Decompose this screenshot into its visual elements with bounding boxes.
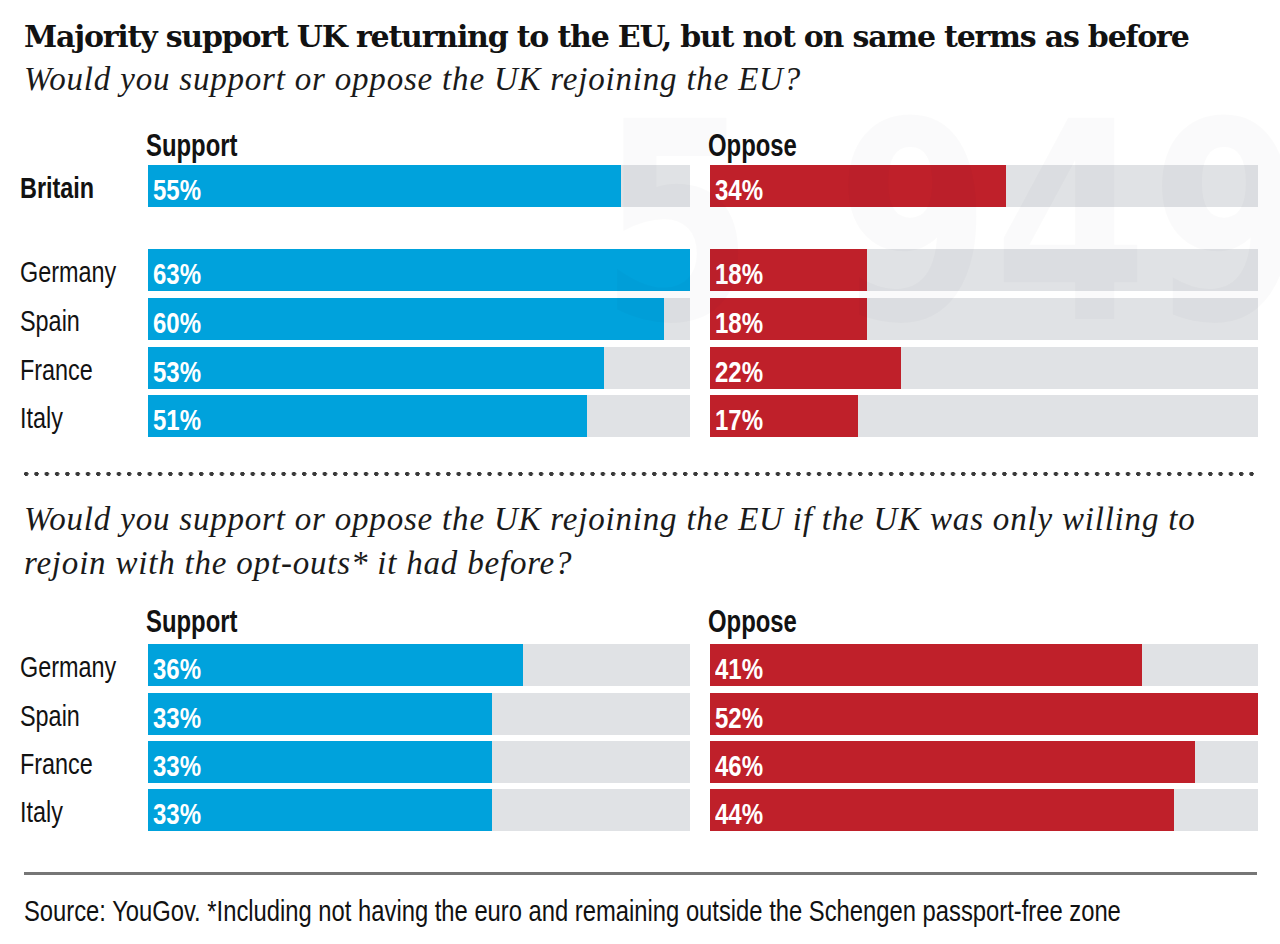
row-label-france: France [20, 741, 93, 783]
support-value-germany: 36% [153, 644, 201, 686]
column-header-support-1: Support [146, 128, 237, 164]
support-bar-germany: 36% [148, 644, 523, 686]
oppose-bar-track-spain: 18% [710, 298, 1258, 340]
support-bar-track-germany: 63% [148, 249, 690, 291]
support-value-spain: 33% [153, 693, 201, 735]
support-bar-italy: 33% [148, 789, 492, 831]
support-value-italy: 33% [153, 789, 201, 831]
oppose-bar-spain: 52% [710, 693, 1258, 735]
support-bar-spain: 33% [148, 693, 492, 735]
oppose-bar-track-italy: 17% [710, 395, 1258, 437]
oppose-bar-italy: 17% [710, 395, 858, 437]
oppose-bar-italy: 44% [710, 789, 1174, 831]
oppose-value-france: 46% [715, 741, 763, 783]
support-value-britain: 55% [153, 165, 201, 207]
question-2-line1: Would you support or oppose the UK rejoi… [24, 501, 1196, 538]
oppose-value-germany: 41% [715, 644, 763, 686]
oppose-bar-germany: 41% [710, 644, 1142, 686]
support-bar-track-italy: 51% [148, 395, 690, 437]
column-header-support-2: Support [146, 604, 237, 640]
oppose-bar-track-france: 46% [710, 741, 1258, 783]
support-value-italy: 51% [153, 395, 201, 437]
oppose-bar-track-germany: 18% [710, 249, 1258, 291]
row-label-britain: Britain [20, 165, 94, 207]
row-label-france: France [20, 347, 93, 389]
source-note: Source: YouGov. *Including not having th… [24, 895, 1121, 928]
row-label-italy: Italy [20, 789, 63, 831]
row-label-germany: Germany [20, 644, 116, 686]
support-bar-britain: 55% [148, 165, 621, 207]
oppose-bar-track-spain: 52% [710, 693, 1258, 735]
support-bar-spain: 60% [148, 298, 664, 340]
oppose-value-italy: 44% [715, 789, 763, 831]
oppose-value-spain: 52% [715, 693, 763, 735]
support-bar-track-italy: 33% [148, 789, 690, 831]
support-bar-france: 53% [148, 347, 604, 389]
oppose-value-italy: 17% [715, 395, 763, 437]
support-value-germany: 63% [153, 249, 201, 291]
oppose-bar-france: 46% [710, 741, 1195, 783]
oppose-bar-track-italy: 44% [710, 789, 1258, 831]
support-value-france: 33% [153, 741, 201, 783]
footer-rule [24, 872, 1257, 875]
support-bar-track-spain: 60% [148, 298, 690, 340]
row-label-spain: Spain [20, 298, 80, 340]
dotted-divider [24, 471, 1257, 477]
row-label-italy: Italy [20, 395, 63, 437]
support-bar-italy: 51% [148, 395, 587, 437]
support-bar-track-germany: 36% [148, 644, 690, 686]
support-bar-track-spain: 33% [148, 693, 690, 735]
row-label-spain: Spain [20, 693, 80, 735]
support-value-france: 53% [153, 347, 201, 389]
support-bar-france: 33% [148, 741, 492, 783]
row-label-germany: Germany [20, 249, 116, 291]
oppose-bar-spain: 18% [710, 298, 867, 340]
oppose-value-spain: 18% [715, 298, 763, 340]
support-value-spain: 60% [153, 298, 201, 340]
support-bar-germany: 63% [148, 249, 690, 291]
oppose-value-germany: 18% [715, 249, 763, 291]
chart-title: Majority support UK returning to the EU,… [24, 19, 1189, 54]
oppose-bar-track-france: 22% [710, 347, 1258, 389]
support-bar-track-france: 33% [148, 741, 690, 783]
column-header-oppose-1: Oppose [708, 128, 797, 164]
question-2-line2: rejoin with the opt-outs* it had before? [24, 545, 572, 582]
oppose-bar-track-britain: 34% [710, 165, 1258, 207]
oppose-bar-track-germany: 41% [710, 644, 1258, 686]
oppose-bar-germany: 18% [710, 249, 867, 291]
support-bar-track-france: 53% [148, 347, 690, 389]
oppose-bar-france: 22% [710, 347, 901, 389]
oppose-value-france: 22% [715, 347, 763, 389]
question-1: Would you support or oppose the UK rejoi… [24, 61, 801, 98]
oppose-bar-britain: 34% [710, 165, 1006, 207]
support-bar-track-britain: 55% [148, 165, 690, 207]
column-header-oppose-2: Oppose [708, 604, 797, 640]
oppose-value-britain: 34% [715, 165, 763, 207]
